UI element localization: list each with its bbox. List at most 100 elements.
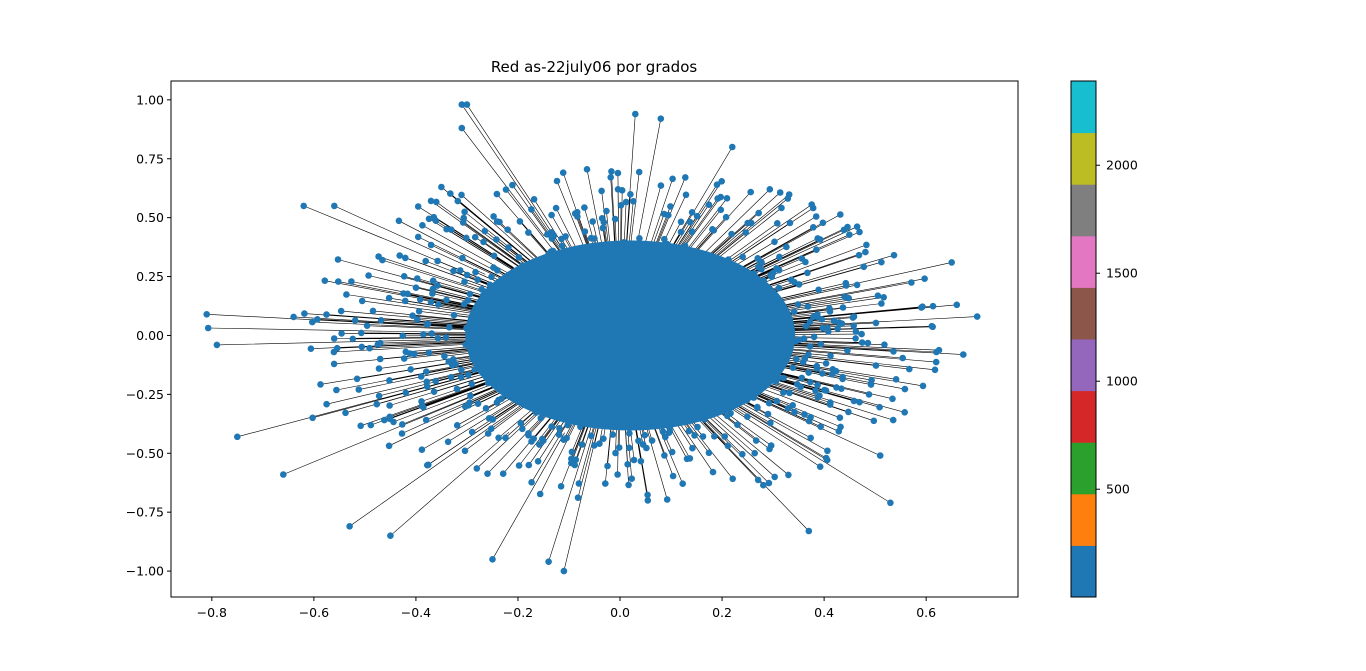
network-node xyxy=(850,397,858,405)
network-node xyxy=(399,332,407,340)
network-node xyxy=(908,279,915,286)
network-node xyxy=(662,433,669,441)
network-node xyxy=(450,311,458,319)
network-node xyxy=(307,345,315,353)
network-node xyxy=(780,374,787,382)
network-node xyxy=(465,371,472,379)
network-node xyxy=(842,282,850,289)
network-node xyxy=(833,384,840,391)
network-node xyxy=(366,344,373,352)
network-node xyxy=(929,302,937,310)
network-node xyxy=(734,421,741,429)
network-node xyxy=(921,275,928,283)
network-node xyxy=(353,375,361,383)
network-node xyxy=(330,360,338,368)
network-node xyxy=(463,271,471,279)
network-node xyxy=(317,381,324,388)
network-node xyxy=(423,378,431,386)
network-node xyxy=(648,437,656,444)
network-node xyxy=(438,183,445,191)
network-node xyxy=(536,441,543,448)
network-node xyxy=(429,290,436,297)
network-node xyxy=(357,422,365,430)
network-node xyxy=(856,228,863,236)
network-node xyxy=(555,431,563,439)
network-node xyxy=(539,435,546,443)
network-node xyxy=(953,301,961,309)
network-node xyxy=(768,272,776,280)
network-node xyxy=(429,277,437,285)
network-node xyxy=(300,202,308,210)
x-tick-label: −0.6 xyxy=(299,605,329,620)
network-node xyxy=(807,413,814,421)
network-node xyxy=(775,284,783,292)
network-node xyxy=(603,207,610,215)
network-node xyxy=(665,211,672,219)
network-node xyxy=(644,497,652,504)
network-node xyxy=(807,378,814,386)
network-node xyxy=(407,366,415,373)
network-node xyxy=(337,307,345,315)
network-node xyxy=(665,429,673,437)
network-node xyxy=(682,191,690,199)
network-node xyxy=(422,416,430,424)
network-node xyxy=(691,432,698,439)
network-node xyxy=(815,286,822,294)
network-node xyxy=(458,191,465,199)
network-node xyxy=(711,433,718,440)
network-node xyxy=(876,452,884,459)
network-node xyxy=(578,441,586,448)
network-node xyxy=(309,414,316,422)
network-node xyxy=(474,400,482,408)
network-node xyxy=(813,362,821,370)
network-node xyxy=(688,209,696,216)
network-node xyxy=(739,253,746,261)
network-node xyxy=(819,219,827,227)
network-node xyxy=(574,213,581,220)
network-node xyxy=(669,175,676,183)
network-node xyxy=(677,228,685,236)
network-node xyxy=(442,334,450,341)
network-node xyxy=(805,369,812,376)
network-node xyxy=(427,241,435,249)
network-node xyxy=(428,330,436,337)
network-node xyxy=(473,465,481,472)
network-node xyxy=(685,427,693,435)
network-node xyxy=(709,468,717,476)
network-node xyxy=(568,448,576,456)
network-node xyxy=(852,335,859,342)
network-node xyxy=(430,388,438,396)
network-node xyxy=(385,294,393,302)
network-node xyxy=(396,252,404,259)
network-node xyxy=(767,419,774,427)
x-tick-label: −0.8 xyxy=(197,605,227,620)
network-node xyxy=(659,428,667,435)
network-node xyxy=(817,423,824,431)
network-node xyxy=(661,452,668,459)
network-node xyxy=(516,218,524,225)
network-node xyxy=(705,201,713,208)
network-node xyxy=(583,166,591,173)
network-node xyxy=(853,223,861,230)
network-node xyxy=(814,393,822,401)
network-node xyxy=(444,438,452,446)
network-node xyxy=(807,434,814,442)
network-node xyxy=(563,434,570,442)
network-node xyxy=(747,188,754,196)
colorbar-frame xyxy=(1070,80,1097,598)
network-node xyxy=(419,222,426,229)
network-node xyxy=(458,366,465,374)
network-node xyxy=(574,494,582,502)
network-node xyxy=(373,400,381,408)
network-node xyxy=(434,282,441,289)
network-node xyxy=(414,203,422,210)
network-node xyxy=(901,385,909,393)
network-node xyxy=(724,412,731,420)
network-node xyxy=(323,400,330,408)
network-node xyxy=(806,343,814,350)
network-node xyxy=(338,330,345,337)
colorbar-tick-label: 1000 xyxy=(1106,374,1138,389)
network-node xyxy=(787,276,795,284)
network-node xyxy=(358,343,366,351)
network-node xyxy=(467,392,474,400)
